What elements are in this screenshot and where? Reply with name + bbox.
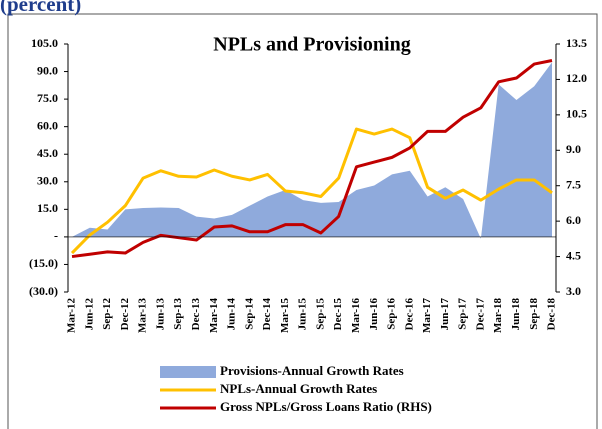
x-tick-label: Dec-13 bbox=[190, 298, 202, 331]
chart-frame bbox=[7, 13, 598, 429]
y-tick-label: (15.0) bbox=[29, 256, 58, 270]
legend-swatch bbox=[160, 366, 216, 378]
x-tick-label: Jun-13 bbox=[154, 298, 166, 331]
line bbox=[70, 127, 553, 255]
x-tick-label: Dec-16 bbox=[403, 298, 415, 331]
y-tick-label: 105.0 bbox=[31, 36, 58, 50]
y-tick-label: 75.0 bbox=[37, 91, 58, 105]
x-tick-label: Mar-16 bbox=[350, 298, 362, 334]
area bbox=[72, 62, 552, 239]
y-tick-label: (30.0) bbox=[29, 284, 58, 298]
y2-tick-label: 9.0 bbox=[566, 142, 581, 156]
y2-tick-label: 6.0 bbox=[566, 213, 581, 227]
x-tick-label: Jun-12 bbox=[83, 298, 95, 331]
x-tick-label: Mar-15 bbox=[279, 298, 291, 334]
x-tick-label: Jun-16 bbox=[368, 298, 380, 331]
y-tick-label: 60.0 bbox=[37, 118, 58, 132]
x-tick-label: Mar-18 bbox=[492, 298, 504, 334]
y2-tick-label: 12.0 bbox=[566, 71, 587, 85]
x-tick-label: Sep-18 bbox=[528, 298, 540, 330]
x-tick-label: Mar-12 bbox=[66, 298, 78, 334]
x-tick-label: Sep-17 bbox=[457, 298, 469, 330]
y-tick-label: 30.0 bbox=[37, 174, 58, 188]
x-tick-label: Mar-14 bbox=[208, 298, 220, 334]
x-tick-label: Sep-16 bbox=[386, 298, 398, 330]
x-tick-label: Dec-14 bbox=[261, 298, 273, 331]
x-tick-label: Dec-12 bbox=[119, 298, 131, 331]
chart-title: NPLs and Provisioning bbox=[213, 34, 410, 56]
y-tick-label: - bbox=[54, 229, 58, 243]
y-tick-label: 45.0 bbox=[37, 146, 58, 160]
x-tick-label: Jun-18 bbox=[510, 298, 522, 331]
y2-tick-label: 13.5 bbox=[566, 36, 587, 50]
y-tick-label: 90.0 bbox=[37, 63, 58, 77]
page-title: (percent) bbox=[0, 0, 81, 16]
y-tick-label: 15.0 bbox=[37, 201, 58, 215]
x-tick-label: Dec-15 bbox=[332, 298, 344, 331]
x-tick-label: Sep-12 bbox=[101, 298, 113, 330]
y2-tick-label: 3.0 bbox=[566, 284, 581, 298]
x-tick-label: Sep-14 bbox=[243, 298, 255, 330]
legend-label: NPLs-Annual Growth Rates bbox=[220, 381, 377, 396]
x-tick-label: Jun-17 bbox=[439, 298, 451, 331]
x-tick-label: Dec-18 bbox=[546, 298, 558, 331]
y2-tick-label: 7.5 bbox=[566, 177, 581, 191]
x-tick-label: Mar-13 bbox=[137, 298, 149, 334]
x-tick-label: Mar-17 bbox=[421, 298, 433, 334]
y2-tick-label: 10.5 bbox=[566, 107, 587, 121]
legend-label: Gross NPLs/Gross Loans Ratio (RHS) bbox=[220, 399, 432, 414]
line bbox=[71, 59, 553, 259]
x-tick-label: Sep-15 bbox=[314, 298, 326, 330]
x-tick-label: Dec-17 bbox=[474, 298, 486, 331]
x-tick-label: Jun-14 bbox=[226, 298, 238, 331]
legend-label: Provisions-Annual Growth Rates bbox=[220, 363, 404, 378]
x-tick-label: Jun-15 bbox=[297, 298, 309, 331]
x-tick-label: Sep-13 bbox=[172, 298, 184, 330]
y2-tick-label: 4.5 bbox=[566, 248, 581, 262]
